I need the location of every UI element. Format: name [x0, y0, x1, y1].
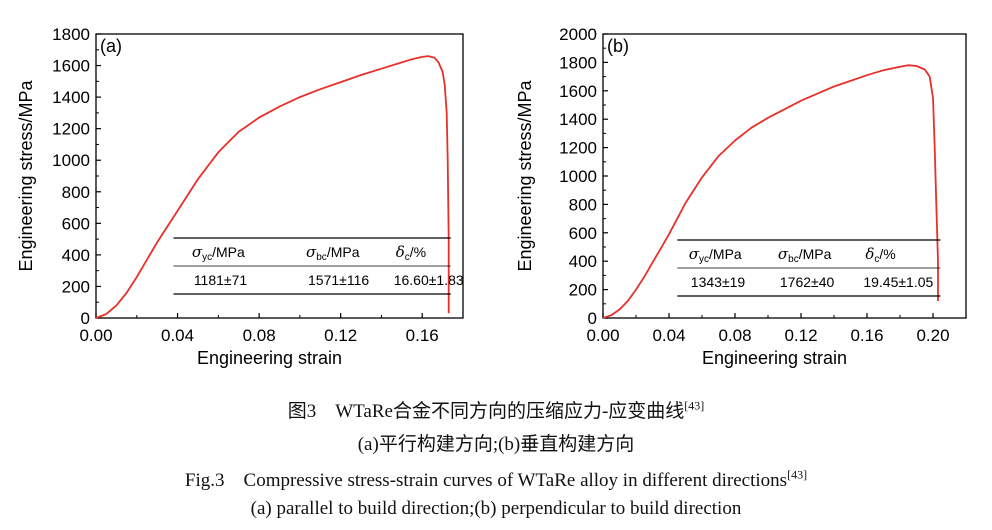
table-header-subscript: c — [874, 254, 879, 265]
table-header-unit: /MPa — [212, 244, 245, 260]
y-tick-label: 1800 — [52, 25, 90, 44]
y-tick-label: 200 — [62, 277, 90, 296]
panel-label: (b) — [607, 36, 629, 56]
y-tick-label: 1200 — [559, 139, 597, 158]
y-tick-label: 2000 — [559, 25, 597, 44]
y-tick-label: 800 — [62, 183, 90, 202]
caption-en-sub: (a) parallel to build direction;(b) perp… — [250, 498, 742, 519]
y-tick-label: 600 — [569, 224, 597, 243]
table-header: σyc/MPa — [689, 245, 742, 265]
table-header-symbol: σ — [778, 245, 789, 263]
table-header-subscript: bc — [316, 252, 327, 263]
y-tick-label: 1000 — [559, 167, 597, 186]
table-header-unit: /MPa — [799, 246, 832, 262]
caption-cn-sub: (a)平行构建方向;(b)垂直构建方向 — [357, 434, 635, 455]
y-tick-label: 1200 — [52, 120, 90, 139]
table-header-unit: /% — [410, 244, 426, 260]
x-tick-label: 0.00 — [79, 326, 112, 345]
y-tick-label: 0 — [81, 309, 90, 328]
y-axis-label: Engineering stress/MPa — [16, 79, 36, 271]
caption-en-title: Fig.3 Compressive stress-strain curves o… — [184, 467, 808, 491]
x-tick-label: 0.08 — [243, 326, 276, 345]
x-tick-label: 0.00 — [586, 326, 619, 345]
y-tick-label: 400 — [62, 246, 90, 265]
x-tick-label: 0.12 — [784, 326, 817, 345]
stress-strain-curve — [602, 64, 939, 319]
table-header-symbol: σ — [689, 245, 700, 263]
table-value: 1571±116 — [308, 272, 369, 288]
table-value: 1762±40 — [780, 274, 835, 290]
table-header: σbc/MPa — [778, 245, 832, 265]
y-tick-label: 0 — [588, 309, 597, 328]
table-header-symbol: δ — [396, 243, 405, 261]
y-tick-label: 1600 — [559, 82, 597, 101]
y-tick-label: 1600 — [52, 57, 90, 76]
table-header-subscript: yc — [699, 254, 709, 265]
table-value: 19.45±1.05 — [863, 274, 933, 290]
table-header: σyc/MPa — [192, 243, 245, 263]
table-header-symbol: σ — [192, 243, 203, 261]
x-tick-label: 0.16 — [850, 326, 883, 345]
figure-canvas: 0 200 400 600 800 1000 1200 1400 1600 1800 0.00 0.0… — [16, 25, 967, 368]
table-header-unit: /MPa — [709, 246, 742, 262]
y-tick-label: 200 — [569, 281, 597, 300]
y-axis-label: Engineering stress/MPa — [515, 79, 535, 271]
y-tick-label: 600 — [62, 214, 90, 233]
x-tick-label: 0.20 — [916, 326, 949, 345]
table-value: 16.60±1.83 — [394, 272, 464, 288]
table-header-subscript: bc — [788, 254, 799, 265]
x-tick-label: 0.12 — [324, 326, 357, 345]
x-axis-label: Engineering strain — [702, 348, 847, 368]
panel-a: 0 200 400 600 800 1000 1200 1400 1600 1800 0.00 0.0… — [16, 25, 464, 368]
caption-cn-title: 图3 WTaRe合金不同方向的压缩应力-应变曲线[43] — [287, 398, 705, 422]
table-header-subscript: c — [405, 252, 410, 263]
panel-b: 0 200 400 600 800 1000 1200 1400 1600 1800 2000 0.0… — [515, 25, 967, 368]
y-tick-label: 1400 — [559, 110, 597, 129]
x-tick-label: 0.04 — [161, 326, 194, 345]
y-tick-label: 400 — [569, 252, 597, 271]
panel-label: (a) — [100, 36, 122, 56]
y-tick-label: 800 — [569, 195, 597, 214]
table-header: σbc/MPa — [306, 243, 360, 263]
table-header: δc/% — [396, 243, 426, 263]
table-header-unit: /% — [879, 246, 895, 262]
table-header-subscript: yc — [202, 252, 212, 263]
x-axis-label: Engineering strain — [197, 348, 342, 368]
x-tick-label: 0.16 — [406, 326, 439, 345]
table-header-symbol: σ — [306, 243, 317, 261]
table-value: 1181±71 — [194, 272, 248, 288]
table-header-symbol: δ — [865, 245, 874, 263]
stress-strain-curve — [95, 55, 450, 319]
y-tick-label: 1000 — [52, 151, 90, 170]
table-header: δc/% — [865, 245, 895, 265]
y-tick-label: 1400 — [52, 88, 90, 107]
x-tick-label: 0.04 — [652, 326, 685, 345]
y-tick-label: 1800 — [559, 53, 597, 72]
table-header-unit: /MPa — [327, 244, 360, 260]
x-tick-label: 0.08 — [718, 326, 751, 345]
table-value: 1343±19 — [691, 274, 746, 290]
